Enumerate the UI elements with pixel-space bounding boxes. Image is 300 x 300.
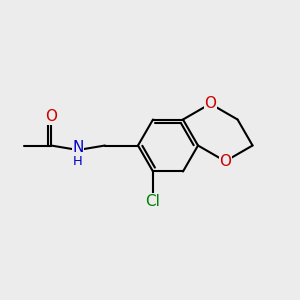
Text: O: O bbox=[204, 96, 216, 111]
Text: N: N bbox=[72, 140, 84, 155]
Text: O: O bbox=[45, 110, 57, 124]
Text: H: H bbox=[73, 155, 83, 168]
Text: O: O bbox=[219, 154, 231, 169]
Text: Cl: Cl bbox=[146, 194, 160, 209]
